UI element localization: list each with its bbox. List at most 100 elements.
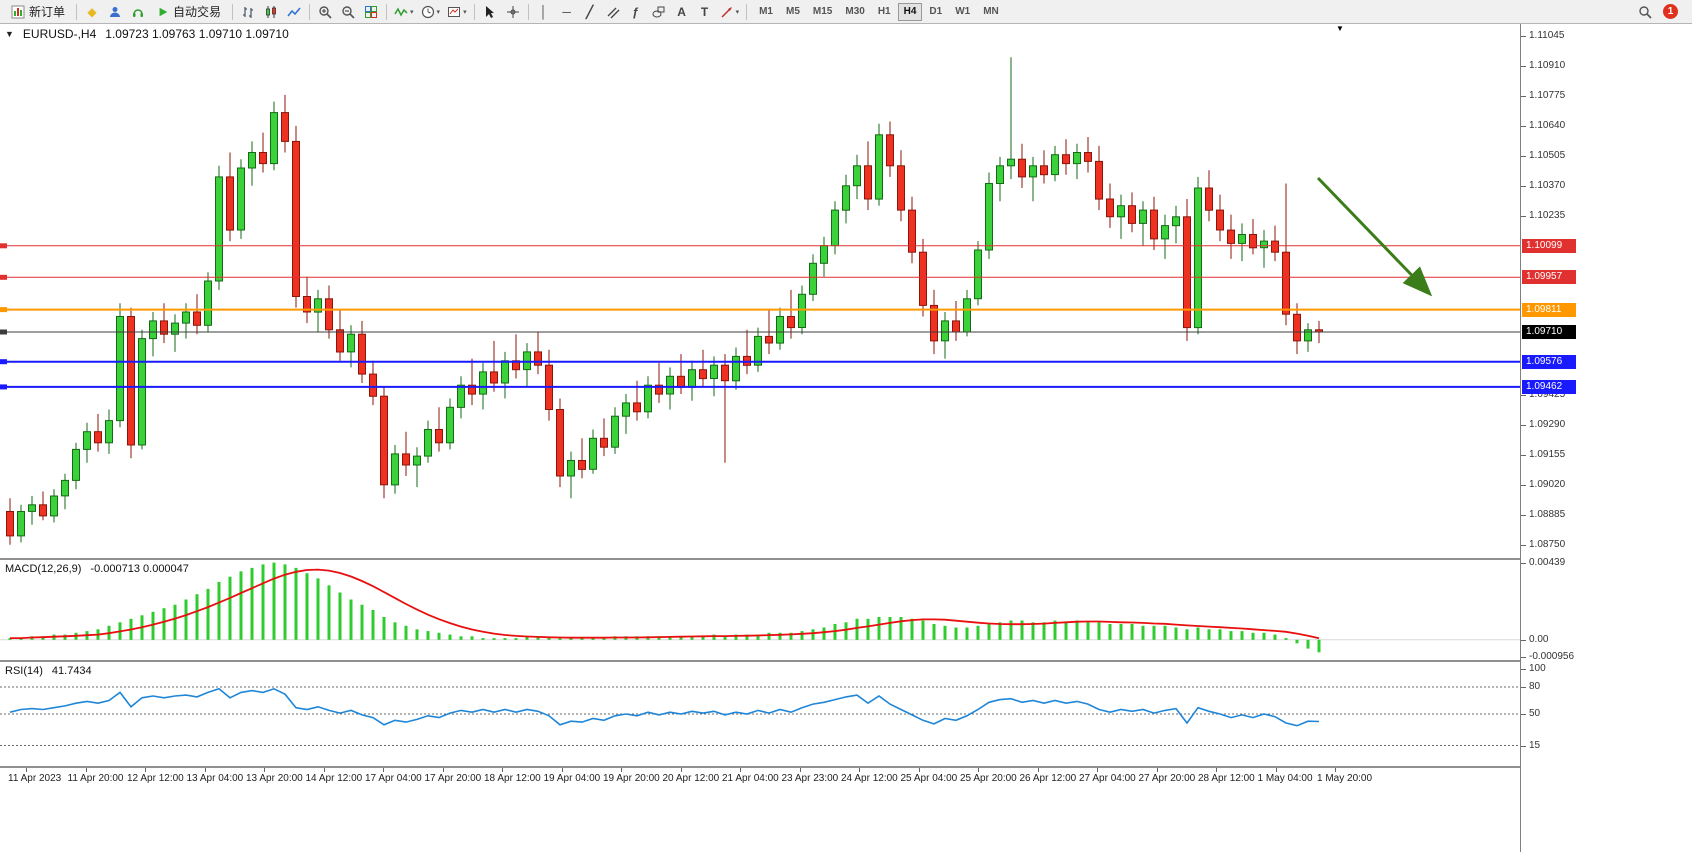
timeframe-m1[interactable]: M1 xyxy=(753,3,779,21)
arrow-ne-icon xyxy=(720,5,734,19)
horizontal-line-button[interactable]: ─ xyxy=(556,2,578,22)
time-axis-label: 20 Apr 12:00 xyxy=(662,773,720,784)
macd-axis-label: -0.000956 xyxy=(1529,650,1575,662)
macd-chart xyxy=(0,562,1520,653)
zoom-out-button[interactable] xyxy=(337,2,359,22)
caret-down-icon: ▾ xyxy=(735,8,740,16)
time-axis-tick xyxy=(1216,768,1217,772)
arrows-button[interactable]: ▾ xyxy=(717,2,743,22)
channel-button[interactable] xyxy=(602,2,624,22)
rsi-indicator-label: RSI(14) 41.7434 xyxy=(5,665,92,677)
price-badge: 1.09811 xyxy=(1522,302,1576,317)
tile-windows-button[interactable] xyxy=(360,2,382,22)
cursor-button[interactable] xyxy=(479,2,501,22)
panel-separator[interactable] xyxy=(0,660,1692,662)
autotrading-button[interactable]: 自动交易 xyxy=(150,2,228,22)
timeframe-h1[interactable]: H1 xyxy=(872,3,897,21)
clock-icon xyxy=(421,5,435,19)
price-axis-label: 1.10775 xyxy=(1529,90,1566,101)
time-axis-tick xyxy=(561,768,563,772)
time-axis-label: 14 Apr 12:00 xyxy=(305,773,363,784)
price-axis-tick xyxy=(1521,395,1526,397)
toolbar-separator xyxy=(746,3,748,20)
template-icon xyxy=(447,5,461,19)
toolbar-separator xyxy=(232,3,234,20)
crosshair-button[interactable] xyxy=(502,2,524,22)
bar-chart-button[interactable] xyxy=(237,2,259,22)
price-axis-tick xyxy=(1521,544,1526,546)
periods-button[interactable]: ▾ xyxy=(418,2,444,22)
price-axis-tick xyxy=(1521,425,1526,427)
rsi-name: RSI(14) xyxy=(5,665,43,677)
text-label-button[interactable]: T xyxy=(694,2,716,22)
bar-chart-icon xyxy=(241,5,255,19)
timeframe-w1[interactable]: W1 xyxy=(949,3,976,21)
notification-badge[interactable]: 1 xyxy=(1663,4,1678,19)
price-axis-label: 1.09425 xyxy=(1529,389,1566,401)
timeframe-mn[interactable]: MN xyxy=(977,3,1005,21)
timeframe-m30[interactable]: M30 xyxy=(839,3,870,21)
rsi-axis-tick xyxy=(1521,714,1526,715)
main-toolbar: 新订单 ◆ 自动交易 xyxy=(0,0,1692,24)
time-axis-label: 19 Apr 04:00 xyxy=(543,773,601,784)
toolbar-separator xyxy=(527,3,529,20)
chart-title: ▼ EURUSD-,H4 1.09723 1.09763 1.09710 1.0… xyxy=(5,27,289,41)
profile-button[interactable] xyxy=(104,2,126,22)
fibonacci-button[interactable]: ƒ xyxy=(625,2,647,22)
shapes-icon xyxy=(652,5,666,19)
candlestick-chart-button[interactable] xyxy=(260,2,282,22)
chart-shift-marker[interactable]: ▼ xyxy=(1336,24,1344,33)
price-axis-label: 1.10505 xyxy=(1529,149,1566,161)
search-button[interactable] xyxy=(1634,2,1656,22)
timeframe-m15[interactable]: M15 xyxy=(807,3,838,21)
play-icon xyxy=(157,6,169,18)
time-axis-label: 24 Apr 12:00 xyxy=(841,773,898,784)
time-axis-label: 21 Apr 04:00 xyxy=(722,773,779,784)
text-icon: A xyxy=(677,4,686,19)
market-watch-button[interactable] xyxy=(127,2,149,22)
timeframe-m5[interactable]: M5 xyxy=(780,3,806,21)
timeframe-h4[interactable]: H4 xyxy=(897,2,923,21)
time-axis-tick xyxy=(204,768,206,772)
one-click-trading-toggle[interactable]: ▼ xyxy=(5,29,14,39)
time-axis-tick xyxy=(799,768,801,772)
caret-down-icon: ▾ xyxy=(410,8,414,16)
rsi-axis-label: 50 xyxy=(1529,708,1541,719)
price-axis-tick xyxy=(1521,66,1526,68)
caret-down-icon: ▾ xyxy=(463,8,467,16)
time-axis-label: 19 Apr 20:00 xyxy=(603,773,660,784)
diamond-icon: ◆ xyxy=(87,4,97,19)
shapes-button[interactable] xyxy=(648,2,670,22)
time-axis-label: 26 Apr 12:00 xyxy=(1019,773,1077,784)
metaeditor-button[interactable]: ◆ xyxy=(81,2,103,22)
time-axis-label: 25 Apr 04:00 xyxy=(900,773,958,784)
line-chart-button[interactable] xyxy=(283,2,305,22)
time-axis[interactable]: 11 Apr 2023 11 Apr 20:00 12 Apr 12:00 13 Ap… xyxy=(0,768,1520,852)
price-axis-label: 1.11045 xyxy=(1529,30,1565,42)
panel-separator[interactable] xyxy=(0,766,1692,768)
toolbar-separator xyxy=(309,3,311,20)
crosshair-icon xyxy=(506,5,520,19)
time-axis-label: 13 Apr 04:00 xyxy=(186,773,244,784)
cursor-icon xyxy=(483,5,497,19)
timeframe-d1[interactable]: D1 xyxy=(923,3,948,21)
zoom-in-button[interactable] xyxy=(314,2,336,22)
new-order-button[interactable]: 新订单 xyxy=(4,2,72,22)
price-axis[interactable]: 1.11045 1.10910 1.10775 1.10640 1.10505 1.103… xyxy=(1520,24,1692,852)
panel-separator[interactable] xyxy=(0,558,1692,560)
time-axis-tick xyxy=(621,768,622,772)
time-axis-label: 23 Apr 23:00 xyxy=(781,773,839,784)
search-icon xyxy=(1638,5,1652,19)
time-axis-label: 11 Apr 20:00 xyxy=(67,773,124,784)
vertical-line-icon: │ xyxy=(539,4,548,19)
indicators-button[interactable]: ▾ xyxy=(391,2,417,22)
trend-arrow-annotation[interactable] xyxy=(1316,176,1433,297)
vertical-line-button[interactable]: │ xyxy=(533,2,555,22)
trendline-button[interactable]: ╱ xyxy=(579,2,601,22)
horizontal-line-objects[interactable] xyxy=(0,243,1520,390)
templates-button[interactable]: ▾ xyxy=(444,2,470,22)
chart-window: ▼ EURUSD-,H4 1.09723 1.09763 1.09710 1.0… xyxy=(0,24,1692,852)
time-axis-tick xyxy=(978,768,979,772)
rsi-axis-label: 80 xyxy=(1529,681,1541,692)
text-button[interactable]: A xyxy=(671,2,693,22)
